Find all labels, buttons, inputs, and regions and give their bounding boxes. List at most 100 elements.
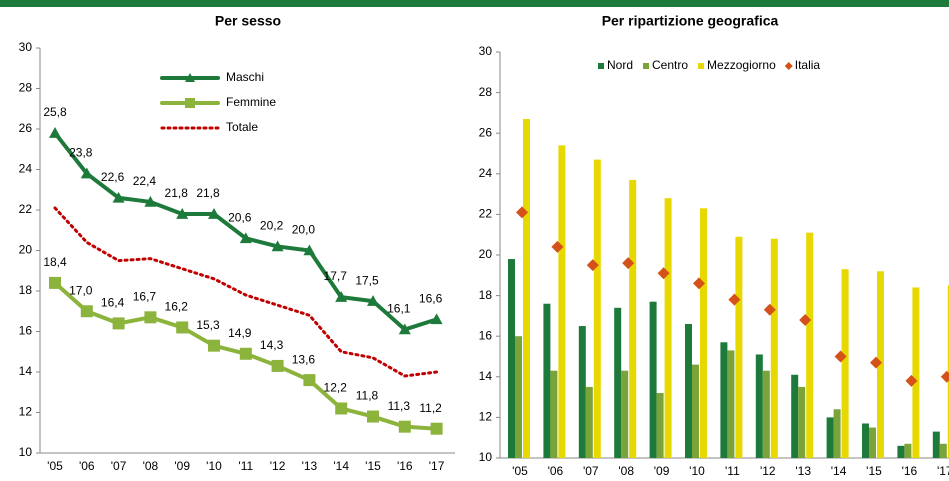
marker	[144, 195, 157, 207]
y-tick-label: 14	[19, 364, 33, 378]
x-tick-label: '05	[512, 464, 528, 478]
marker	[693, 277, 705, 290]
bar	[727, 350, 735, 458]
marker	[335, 291, 348, 302]
x-tick-label: '12	[270, 459, 286, 473]
data-label: 23,8	[69, 146, 93, 160]
data-label: 11,8	[356, 389, 379, 403]
y-tick-label: 24	[479, 166, 493, 180]
y-tick-label: 28	[19, 81, 33, 95]
x-tick-label: '14	[831, 464, 847, 478]
bar	[523, 118, 530, 459]
marker	[112, 191, 125, 203]
bar	[912, 287, 920, 458]
x-tick-label: '09	[654, 464, 670, 478]
data-label: 17,5	[355, 273, 379, 287]
marker	[208, 208, 220, 219]
bar	[543, 303, 551, 458]
data-label: 17,7	[324, 269, 348, 283]
marker	[271, 240, 284, 252]
data-label: 16,7	[133, 289, 157, 303]
y-tick-label: 30	[479, 44, 493, 58]
bar	[664, 198, 672, 458]
y-tick-label: 18	[19, 283, 33, 297]
marker	[784, 62, 793, 70]
bar	[515, 336, 522, 458]
marker	[185, 98, 195, 108]
bar	[932, 431, 940, 458]
marker	[834, 350, 847, 363]
x-tick-label: '08	[618, 464, 634, 478]
marker	[586, 259, 599, 272]
marker	[367, 410, 379, 423]
marker	[763, 303, 776, 316]
data-label: 11,3	[388, 399, 411, 413]
y-tick-label: 26	[19, 121, 33, 135]
line	[53, 206, 439, 378]
bar	[692, 364, 699, 458]
bar	[939, 443, 947, 458]
y-tick-label: 24	[19, 162, 33, 176]
marker	[799, 313, 812, 326]
x-tick-label: '13	[302, 459, 318, 473]
bar	[762, 370, 770, 458]
y-tick-label: 16	[19, 324, 33, 338]
data-label: 20,6	[228, 211, 252, 225]
data-label: 16,2	[165, 300, 189, 314]
marker	[398, 323, 411, 335]
y-tick-label: 30	[19, 40, 33, 54]
marker	[49, 276, 61, 289]
marker	[176, 321, 189, 334]
banner	[0, 0, 949, 7]
data-label: 16,4	[101, 296, 125, 310]
data-label: 13,6	[292, 352, 316, 366]
bar	[685, 324, 692, 458]
y-tick-label: 22	[19, 202, 33, 216]
data-label: 16,6	[419, 292, 443, 306]
legend-label: Mezzogiorno	[707, 58, 776, 72]
bar	[649, 301, 657, 458]
data-label: 16,1	[387, 302, 411, 316]
bar	[877, 271, 884, 458]
x-tick-label: '06	[79, 459, 95, 473]
y-tick-label: 26	[479, 125, 493, 139]
marker	[144, 311, 157, 324]
marker	[239, 232, 252, 244]
x-tick-label: '16	[397, 459, 413, 473]
x-tick-label: '16	[902, 464, 918, 478]
marker	[303, 244, 316, 256]
data-label: 22,6	[101, 170, 125, 184]
marker	[905, 374, 918, 387]
data-label: 21,8	[196, 186, 220, 200]
marker	[367, 295, 379, 306]
legend-swatch	[698, 63, 705, 69]
bar	[806, 232, 814, 458]
data-label: 14,9	[228, 326, 252, 340]
data-label: 21,8	[165, 186, 189, 200]
chart-title: Per ripartizione geografica	[602, 13, 779, 29]
data-label: 14,3	[260, 338, 284, 352]
y-tick-label: 20	[19, 243, 33, 257]
marker	[430, 313, 443, 325]
x-tick-label: '13	[795, 464, 811, 478]
x-tick-label: '10	[689, 464, 705, 478]
marker	[551, 240, 564, 253]
bar	[614, 307, 622, 458]
bar	[578, 326, 586, 458]
legend-label: Nord	[607, 58, 633, 72]
y-tick-label: 12	[479, 410, 493, 424]
y-tick-label: 18	[479, 288, 493, 302]
bar	[755, 354, 763, 458]
bar	[508, 259, 515, 458]
y-tick-label: 16	[479, 328, 493, 342]
x-tick-label: '11	[238, 459, 253, 473]
bar	[656, 393, 664, 458]
marker	[622, 257, 635, 270]
data-label: 17,0	[69, 283, 93, 297]
marker	[185, 73, 195, 82]
marker	[49, 127, 61, 138]
x-tick-label: '11	[725, 464, 740, 478]
bar	[904, 443, 912, 458]
marker	[80, 167, 93, 179]
